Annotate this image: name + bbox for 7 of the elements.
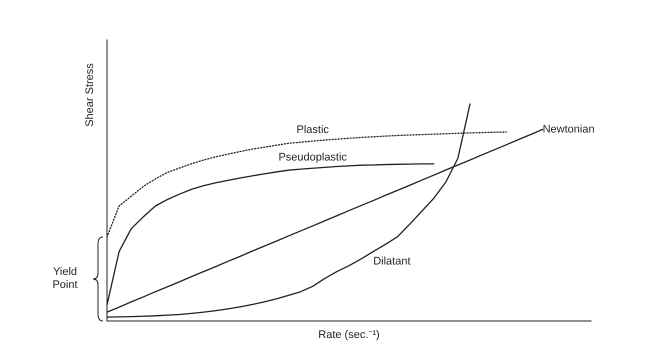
series-label: Dilatant bbox=[373, 256, 410, 268]
series-label: Plastic bbox=[296, 124, 330, 136]
series-label: Pseudoplastic bbox=[278, 151, 348, 164]
y-axis-title: Shear Stress bbox=[84, 62, 96, 127]
text: Yield Point bbox=[51, 266, 79, 292]
x-axis-title: Rate (sec.⁻¹) bbox=[318, 329, 380, 342]
series-label: Newtonian bbox=[542, 123, 595, 136]
